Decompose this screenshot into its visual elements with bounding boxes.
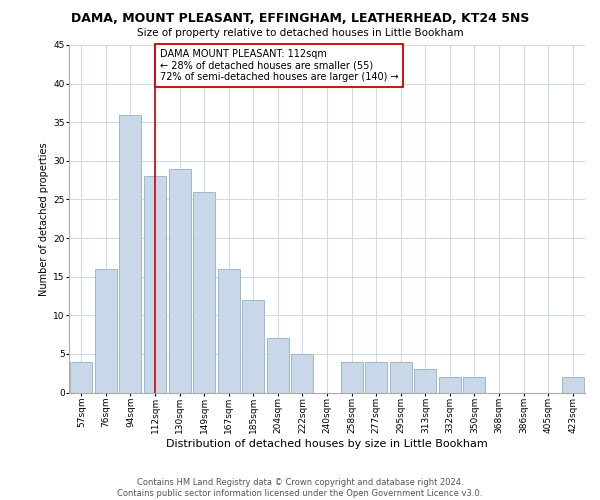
Bar — [70, 362, 92, 392]
Bar — [95, 269, 117, 392]
Bar — [463, 377, 485, 392]
Bar — [144, 176, 166, 392]
Bar — [389, 362, 412, 392]
Text: DAMA MOUNT PLEASANT: 112sqm
← 28% of detached houses are smaller (55)
72% of sem: DAMA MOUNT PLEASANT: 112sqm ← 28% of det… — [160, 49, 398, 82]
Bar — [267, 338, 289, 392]
Bar — [193, 192, 215, 392]
X-axis label: Distribution of detached houses by size in Little Bookham: Distribution of detached houses by size … — [166, 438, 488, 448]
Bar — [414, 370, 436, 392]
Text: Contains HM Land Registry data © Crown copyright and database right 2024.
Contai: Contains HM Land Registry data © Crown c… — [118, 478, 482, 498]
Bar — [242, 300, 265, 392]
Bar — [439, 377, 461, 392]
Bar — [292, 354, 313, 393]
Y-axis label: Number of detached properties: Number of detached properties — [39, 142, 49, 296]
Bar — [341, 362, 362, 392]
Bar — [119, 114, 142, 392]
Bar — [562, 377, 584, 392]
Bar — [365, 362, 387, 392]
Text: Size of property relative to detached houses in Little Bookham: Size of property relative to detached ho… — [137, 28, 463, 38]
Bar — [169, 168, 191, 392]
Bar — [218, 269, 240, 392]
Text: DAMA, MOUNT PLEASANT, EFFINGHAM, LEATHERHEAD, KT24 5NS: DAMA, MOUNT PLEASANT, EFFINGHAM, LEATHER… — [71, 12, 529, 26]
